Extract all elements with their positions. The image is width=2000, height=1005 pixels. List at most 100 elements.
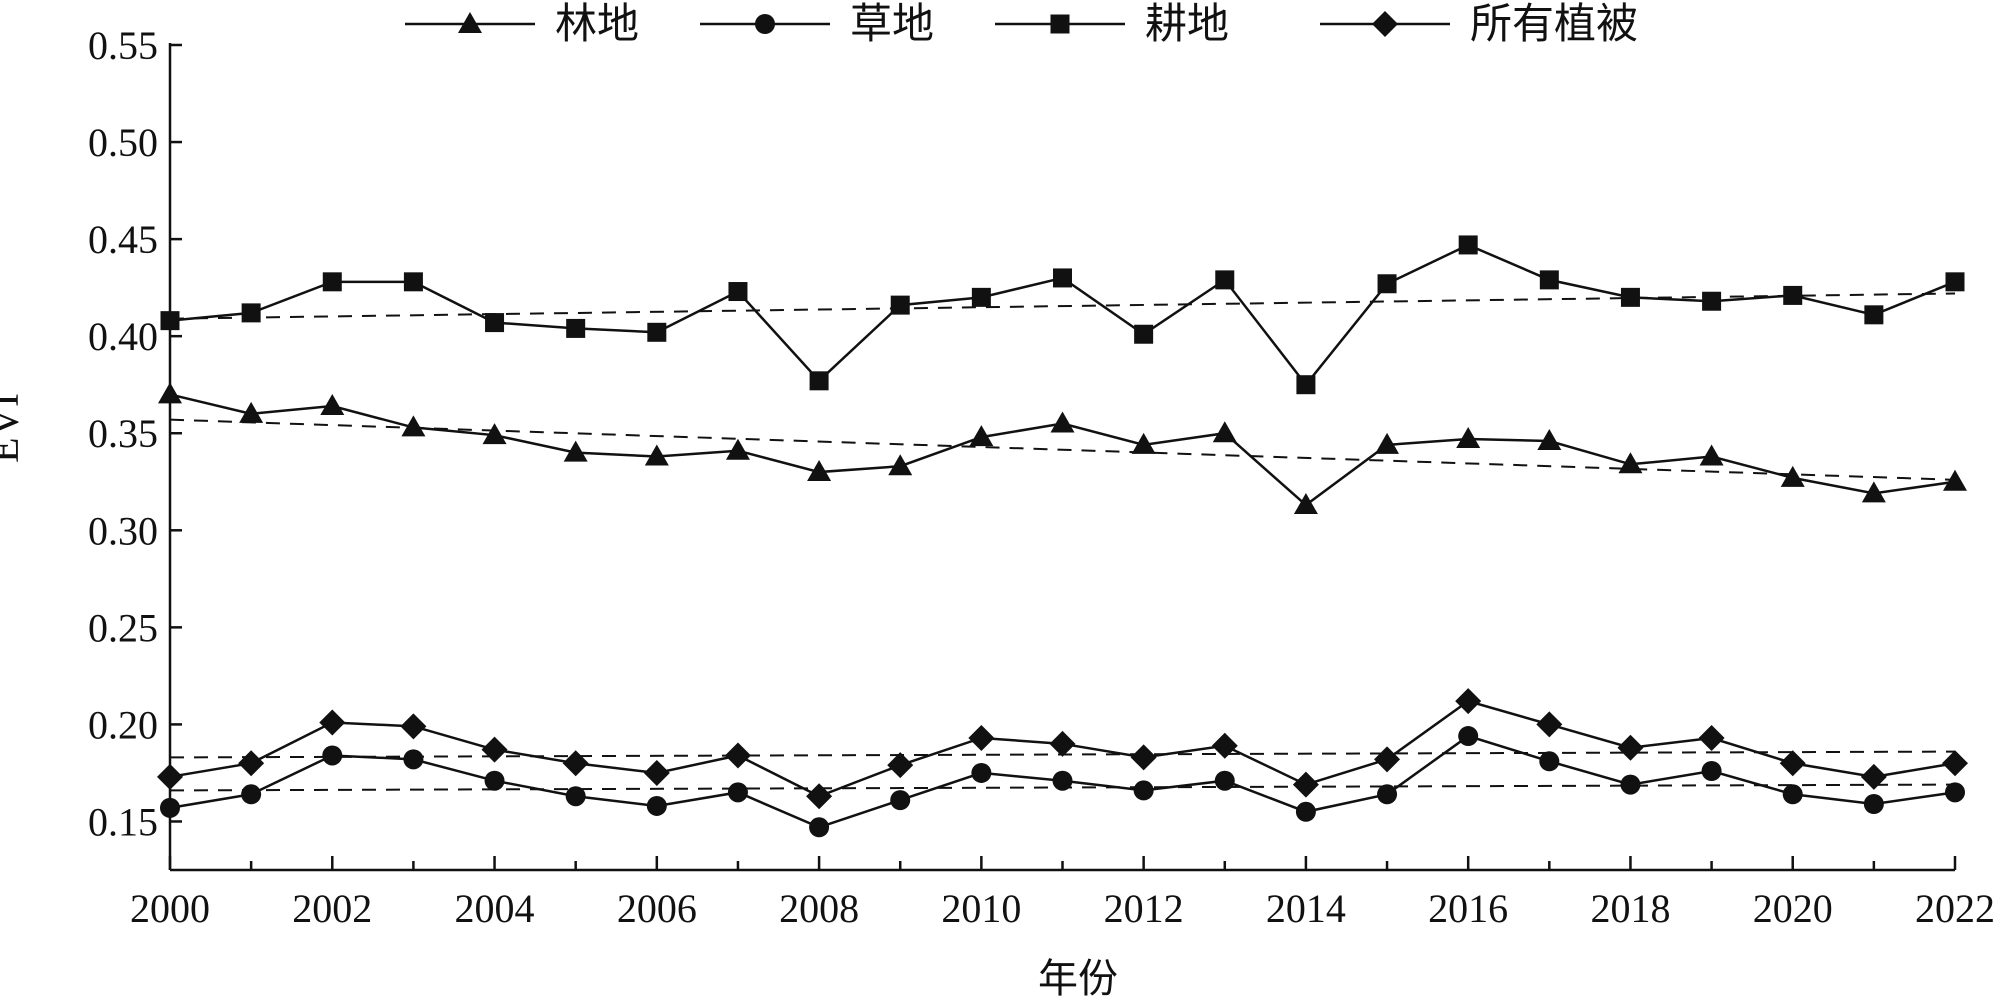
triangle-marker [320, 394, 345, 416]
circle-marker [1377, 784, 1398, 805]
y-tick-label: 0.15 [88, 799, 158, 844]
triangle-marker [1537, 429, 1562, 450]
diamond-marker [968, 725, 995, 751]
square-marker [809, 371, 829, 391]
y-tick-label: 0.40 [88, 314, 158, 359]
legend-label: 林地 [555, 0, 639, 48]
x-tick-label: 2020 [1753, 886, 1833, 931]
diamond-marker [400, 713, 427, 740]
circle-marker [484, 770, 505, 791]
square-marker [1539, 270, 1559, 290]
triangle-marker [1943, 469, 1967, 491]
x-tick-label: 2008 [779, 886, 859, 931]
circle-marker [809, 817, 830, 838]
triangle-marker [563, 440, 588, 462]
square-marker [1864, 305, 1884, 325]
circle-marker [1295, 801, 1316, 822]
square-marker [728, 282, 748, 302]
square-marker [322, 272, 342, 292]
square-marker [160, 311, 180, 331]
triangle-marker [1131, 432, 1156, 454]
circle-marker [890, 790, 911, 811]
y-axis-title: EVI [0, 393, 28, 463]
circle-marker [160, 797, 180, 818]
circle-marker [1214, 770, 1235, 791]
square-marker [890, 295, 910, 315]
trend-lines [169, 292, 1956, 792]
triangle-marker [1050, 411, 1075, 433]
triangle-marker [458, 12, 482, 33]
diamond-marker [1130, 744, 1157, 771]
triangle-marker [482, 423, 507, 445]
circle-marker [322, 745, 343, 766]
circle-marker [1052, 770, 1073, 791]
circle-marker [727, 782, 748, 803]
square-marker [1783, 285, 1803, 305]
square-marker [1945, 272, 1965, 292]
diamond-marker [157, 763, 183, 790]
diamond-marker [1374, 746, 1401, 773]
diamond-marker [1779, 750, 1806, 777]
triangle-marker [401, 415, 426, 437]
diamond-marker [1698, 725, 1725, 751]
triangle-marker [1780, 465, 1805, 487]
square-marker [403, 272, 423, 292]
legend-label: 耕地 [1145, 0, 1229, 48]
y-tick-label: 0.25 [88, 605, 158, 650]
diamond-marker [1942, 750, 1968, 777]
triangle-marker [1699, 444, 1724, 466]
series-lines [157, 235, 1968, 838]
square-marker [1377, 274, 1397, 294]
triangle-marker [1456, 427, 1481, 449]
triangle-marker [1293, 493, 1318, 515]
square-marker [971, 287, 991, 307]
square-marker [1215, 270, 1235, 290]
circle-marker [1782, 784, 1803, 805]
square-marker [1050, 14, 1070, 34]
triangle-marker [969, 425, 994, 447]
circle-marker [1945, 782, 1965, 803]
trend-line [169, 418, 1956, 481]
legend: 林地 草地 耕地 所有植被 [405, 0, 1638, 48]
x-tick-label: 2010 [941, 886, 1021, 931]
triangle-marker [888, 454, 913, 476]
circle-marker [755, 14, 775, 34]
square-marker [647, 322, 667, 342]
x-tick-label: 2002 [292, 886, 372, 931]
x-tick-label: 2018 [1590, 886, 1670, 931]
circle-marker [971, 762, 992, 783]
y-tick-label: 0.50 [88, 120, 158, 165]
diamond-marker [238, 750, 265, 777]
diamond-marker [1292, 771, 1319, 798]
square-marker [241, 303, 261, 323]
diamond-marker [1372, 11, 1398, 37]
x-tick-label: 2000 [130, 886, 210, 931]
circle-marker [1701, 761, 1722, 781]
x-axis-title: 年份 [1038, 956, 1118, 1002]
diamond-marker [1049, 730, 1076, 757]
triangle-marker [239, 401, 264, 423]
trend-line [169, 292, 1956, 320]
x-tick-label: 2014 [1266, 886, 1346, 931]
y-tick-label: 0.30 [88, 508, 158, 553]
square-marker [1702, 291, 1722, 311]
circle-marker [1133, 780, 1154, 801]
diamond-marker [724, 742, 751, 769]
circle-marker [1458, 726, 1479, 747]
circle-marker [565, 786, 586, 807]
diamond-marker [1536, 711, 1563, 738]
circle-marker [241, 784, 262, 805]
triangle-marker [644, 444, 669, 466]
diamond-marker [481, 736, 508, 763]
x-tick-label: 2022 [1915, 886, 1995, 931]
y-tick-label: 0.35 [88, 411, 158, 456]
square-marker [485, 313, 505, 333]
square-marker [1053, 268, 1072, 288]
x-tick-label: 2006 [617, 886, 697, 931]
y-tick-label: 0.20 [88, 702, 158, 747]
square-marker [1134, 324, 1154, 344]
triangle-marker [1861, 481, 1886, 503]
diamond-marker [562, 750, 589, 777]
legend-label: 所有植被 [1470, 0, 1638, 48]
